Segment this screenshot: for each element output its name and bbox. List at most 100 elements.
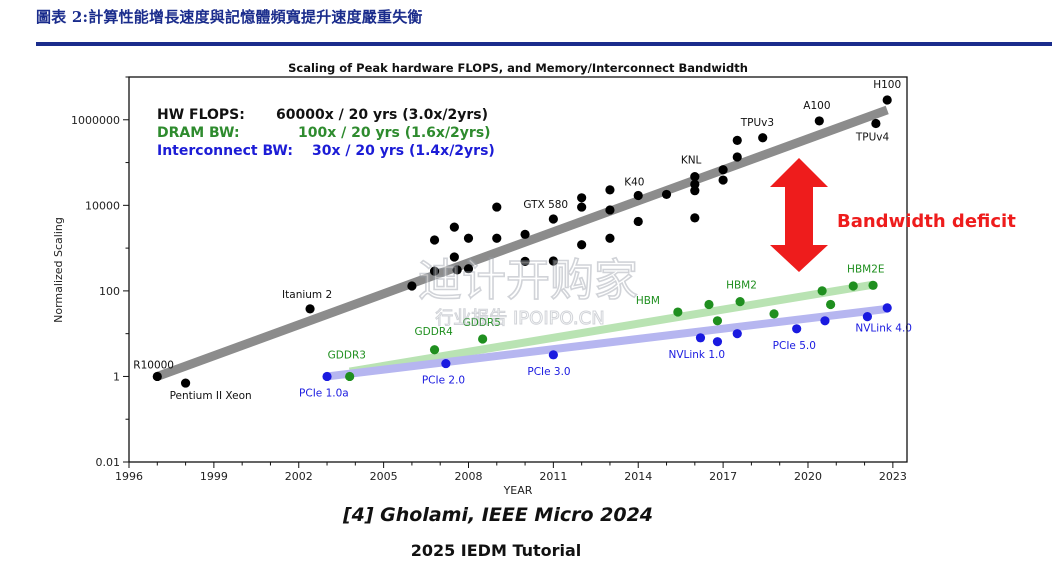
hw-flops-point-label: R10000 — [133, 359, 174, 371]
legend-interconnect-name: Interconnect BW: — [157, 143, 293, 159]
trend-band-interconnect-bw — [326, 304, 888, 381]
chart-figure: Scaling of Peak hardware FLOPS, and Memo… — [40, 52, 1058, 568]
hw-flops-point — [661, 189, 672, 200]
x-axis-label: YEAR — [503, 484, 533, 497]
hw-flops-point — [407, 281, 417, 291]
interconnect-bw-point — [732, 329, 742, 339]
dram-bw-point — [712, 316, 723, 326]
hw-flops-point — [449, 252, 459, 262]
hw-flops-point — [690, 171, 700, 182]
bandwidth-deficit-arrow — [770, 158, 828, 272]
watermark-sub: 行业报告 IPOIPO.CN — [435, 308, 604, 329]
hw-flops-point — [605, 185, 615, 195]
hw-flops-point — [605, 233, 615, 243]
hw-flops-point-label: K40 — [624, 176, 644, 188]
hw-flops-point — [882, 95, 892, 105]
dram-bw-point-label: HBM2 — [726, 280, 757, 292]
interconnect-bw-point-label: PCIe 1.0a — [299, 387, 349, 399]
hw-flops-point — [520, 229, 530, 239]
x-tick-label: 2017 — [709, 470, 737, 483]
hw-flops-point-label: A100 — [803, 100, 830, 112]
hw-flops-point-label: GTX 580 — [523, 199, 568, 211]
hw-flops-point — [463, 233, 474, 243]
chart-title: Scaling of Peak hardware FLOPS, and Memo… — [288, 61, 748, 75]
interconnect-bw-point — [712, 337, 723, 347]
dram-bw-point-label: GDDR5 — [463, 317, 501, 329]
hw-flops-point — [690, 179, 700, 189]
hw-flops-point — [718, 175, 728, 185]
interconnect-bw-point — [322, 371, 332, 382]
y-tick-label: 10000 — [85, 199, 120, 212]
hw-flops-point — [605, 205, 615, 215]
legend-dram-rate: 100x / 20 yrs (1.6x/2yrs) — [298, 125, 491, 141]
x-tick-label: 2008 — [454, 470, 482, 483]
dram-bw-point-label: HBM — [636, 295, 660, 307]
trend-band-hw-flops — [155, 105, 889, 381]
dram-bw-point — [848, 281, 858, 291]
dram-bw-point — [704, 299, 714, 310]
x-tick-label: 2014 — [624, 470, 652, 483]
plot-frame — [128, 76, 908, 463]
dram-bw-point — [673, 307, 683, 317]
interconnect-bw-point — [820, 316, 830, 326]
legend-flops-name: HW FLOPS: — [157, 107, 245, 123]
dram-bw-point — [735, 297, 745, 307]
hw-flops-point — [732, 152, 742, 162]
hw-flops-point — [492, 202, 502, 212]
chart-svg: Scaling of Peak hardware FLOPS, and Memo… — [52, 61, 1016, 560]
legend-flops-rate: 60000x / 20 yrs (3.0x/2yrs) — [276, 107, 488, 123]
interconnect-bw-point — [441, 358, 451, 369]
dram-bw-point — [769, 309, 779, 319]
dram-bw-point — [868, 280, 878, 290]
y-tick-label: 0.01 — [96, 456, 121, 469]
interconnect-bw-point — [548, 350, 558, 360]
hw-flops-point — [520, 256, 530, 266]
interconnect-bw-point — [882, 303, 892, 313]
hw-flops-point — [577, 240, 587, 250]
legend-text: HW FLOPS: 60000x / 20 yrs (3.0x/2yrs) DR… — [157, 107, 495, 159]
x-tick-label: 1999 — [200, 470, 228, 483]
hw-flops-point — [152, 371, 162, 382]
hw-flops-point-label: Pentium II Xeon — [170, 390, 252, 402]
dram-bw-point — [429, 345, 440, 355]
interconnect-bw-point — [695, 333, 706, 343]
page-title: 圖表 2:計算性能增長速度與記憶體頻寬提升速度嚴重失衡 — [36, 8, 423, 26]
dram-bw-point — [826, 299, 836, 310]
x-tick-label: 2023 — [879, 470, 907, 483]
interconnect-bw-point-label: PCIe 3.0 — [527, 366, 570, 378]
axes: 1996 1999 2002 2005 2008 2011 2014 2017 2020 2023… — [71, 76, 907, 483]
hw-flops-point — [463, 264, 474, 274]
x-tick-label: 2005 — [370, 470, 398, 483]
y-tick-label: 100 — [99, 285, 120, 298]
trend-band-dram-bw — [349, 280, 874, 376]
interconnect-bw-point — [792, 324, 802, 334]
watermark: 迪计开购家 行业报告 IPOIPO.CN — [417, 254, 639, 329]
hw-flops-point — [633, 190, 643, 201]
hw-flops-point-label: TPUv3 — [740, 117, 774, 129]
dram-bw-point — [817, 286, 827, 296]
hw-flops-point-label: H100 — [873, 79, 901, 91]
legend-dram-name: DRAM BW: — [157, 125, 240, 141]
interconnect-bw-point-label: NVLink 1.0 — [668, 349, 725, 361]
hw-flops-point — [577, 193, 587, 203]
hw-flops-point — [305, 304, 315, 314]
hw-flops-point — [577, 202, 587, 212]
hw-flops-point — [758, 133, 768, 143]
bandwidth-deficit-label: Bandwidth deficit — [837, 211, 1016, 232]
hw-flops-point — [452, 265, 462, 275]
dram-bw-point-label: HBM2E — [847, 263, 884, 275]
hw-flops-point — [429, 266, 440, 276]
hw-flops-point — [449, 222, 459, 232]
plot-area: R10000 Pentium II Xeon Itanium 2 GTX 580 K40… — [133, 79, 912, 402]
x-tick-label: 2011 — [539, 470, 567, 483]
interconnect-bw-point-label: PCIe 5.0 — [773, 340, 816, 352]
x-tick-label: 2020 — [794, 470, 822, 483]
y-axis-label: Normalized Scaling — [52, 217, 65, 323]
hw-flops-point — [180, 378, 191, 388]
hw-flops-point-label: TPUv4 — [855, 131, 890, 143]
y-tick-label: 1 — [113, 370, 120, 383]
hw-flops-point — [429, 235, 440, 245]
event-text: 2025 IEDM Tutorial — [411, 541, 582, 560]
legend-interconnect-rate: 30x / 20 yrs (1.4x/2yrs) — [312, 143, 495, 159]
hw-flops-point — [690, 213, 700, 223]
